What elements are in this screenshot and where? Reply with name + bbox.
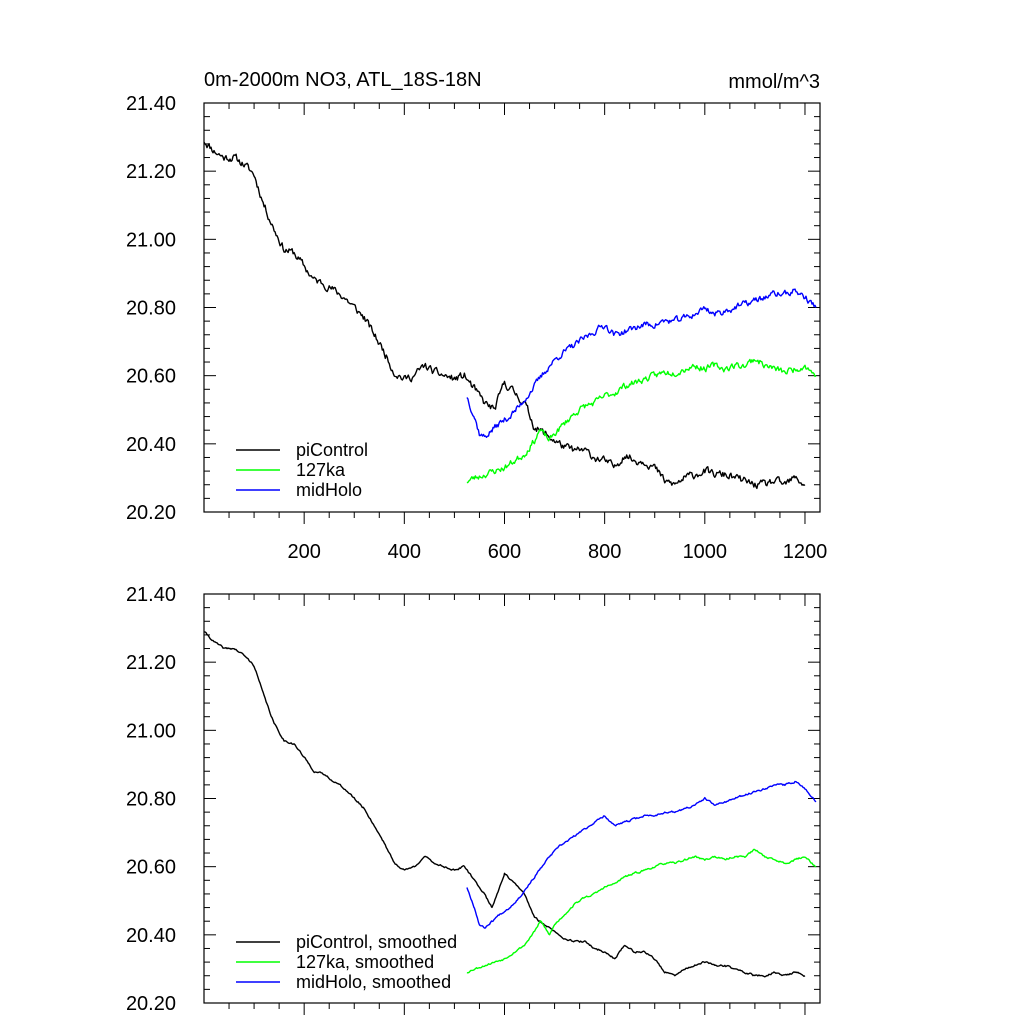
series-lines xyxy=(203,141,817,490)
x-tick-label: 1000 xyxy=(683,541,728,563)
y-tick-label: 21.20 xyxy=(126,161,176,183)
x-tick-label: 600 xyxy=(488,541,521,563)
series-lines xyxy=(204,631,817,978)
y-tick-label: 20.80 xyxy=(126,298,176,320)
x-tick-label: 400 xyxy=(388,541,421,563)
y-tick-label: 21.20 xyxy=(126,652,176,674)
y-tick-label: 20.60 xyxy=(126,366,176,388)
y-tick-label: 20.20 xyxy=(126,993,176,1015)
y-tick-label: 20.40 xyxy=(126,434,176,456)
legend-label: 127ka, smoothed xyxy=(296,952,434,972)
x-tick-label: 1200 xyxy=(783,541,828,563)
y-tick-label: 20.60 xyxy=(126,857,176,879)
top-panel: 0m-2000m NO3, ATL_18S-18N mmol/m^3 20.20… xyxy=(126,69,827,563)
axis-ticks: 20.20 20.40 20.60 20.80 21.00 21.20 21.40 xyxy=(126,584,820,1015)
legend-label: piControl xyxy=(296,440,368,460)
series-line-ka127 xyxy=(466,358,817,484)
legend-label: midHolo, smoothed xyxy=(296,972,451,992)
x-tick-label: 800 xyxy=(588,541,621,563)
legend-label: 127ka xyxy=(296,460,346,480)
bottom-panel: 20.20 20.40 20.60 20.80 21.00 21.20 21.40 piCo… xyxy=(126,584,821,1015)
y-tick-label: 21.00 xyxy=(126,229,176,251)
units-label: mmol/m^3 xyxy=(728,71,820,93)
y-tick-label: 21.40 xyxy=(126,93,176,115)
x-tick-label: 200 xyxy=(287,541,320,563)
y-tick-label: 21.00 xyxy=(126,720,176,742)
y-tick-label: 21.40 xyxy=(126,584,176,606)
series-line-midHolo xyxy=(466,288,817,438)
y-tick-label: 20.80 xyxy=(126,789,176,811)
series-line-ka127 xyxy=(466,848,817,974)
y-tick-label: 20.40 xyxy=(126,925,176,947)
chart-title: 0m-2000m NO3, ATL_18S-18N xyxy=(204,69,482,91)
axis-ticks: 20.20 20.40 20.60 20.80 21.00 21.20 21.40 200 40… xyxy=(126,93,827,563)
series-line-piControl xyxy=(203,141,806,490)
y-tick-label: 20.20 xyxy=(126,502,176,524)
legend-label: piControl, smoothed xyxy=(296,932,457,952)
series-line-piControl xyxy=(204,631,806,978)
series-line-midHolo xyxy=(466,780,817,929)
legend-label: midHolo xyxy=(296,480,362,500)
